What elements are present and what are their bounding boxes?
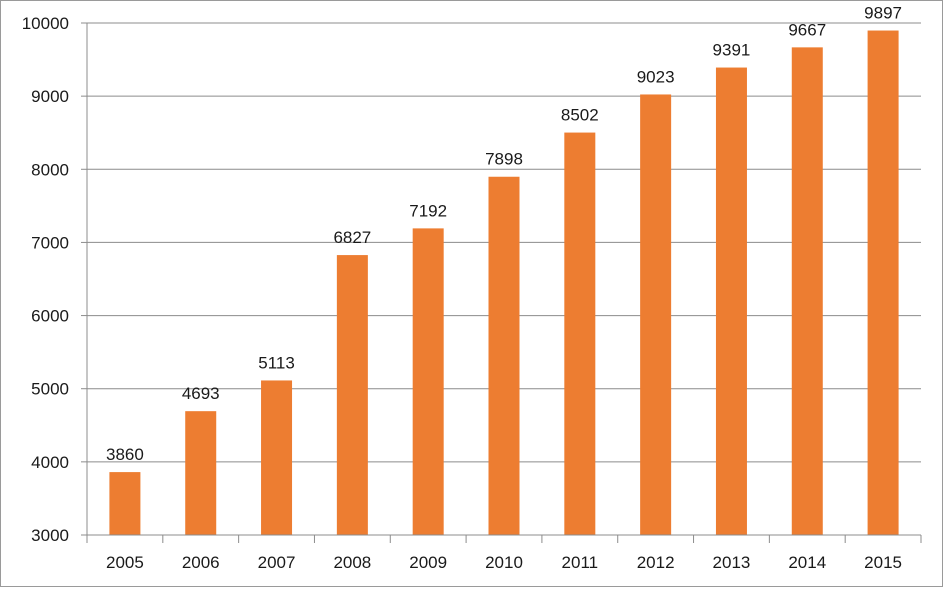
x-tick-label: 2015 xyxy=(864,553,902,572)
x-tick-label: 2013 xyxy=(713,553,751,572)
x-tick-label: 2006 xyxy=(182,553,220,572)
y-axis-ticks: 3000 4000 5000 6000 7000 8000 9000 10000 xyxy=(22,14,69,545)
x-tick-label: 2010 xyxy=(485,553,523,572)
y-tick-label: 7000 xyxy=(31,233,69,252)
x-tick-label: 2007 xyxy=(258,553,296,572)
x-tick-label: 2008 xyxy=(333,553,371,572)
bar xyxy=(261,380,293,535)
bar xyxy=(564,132,596,535)
x-tick-label: 2011 xyxy=(562,553,599,572)
y-tick-label: 9000 xyxy=(31,87,69,106)
x-axis-ticks: 2005 2006 2007 2008 2009 2010 2011 2012 2013 2014… xyxy=(106,553,902,572)
data-label: 7192 xyxy=(409,201,447,220)
y-tick-label: 3000 xyxy=(31,526,69,545)
x-tick-label: 2014 xyxy=(788,553,826,572)
bar xyxy=(336,255,368,536)
y-tick-label: 8000 xyxy=(31,160,69,179)
y-tick-label: 5000 xyxy=(31,380,69,399)
bar xyxy=(640,94,672,535)
x-tick-label: 2012 xyxy=(637,553,675,572)
x-tick-label: 2009 xyxy=(409,553,447,572)
bars xyxy=(109,30,899,536)
data-label: 8502 xyxy=(561,106,599,125)
bar xyxy=(488,176,520,536)
data-label: 9667 xyxy=(788,20,826,39)
x-tick-label: 2005 xyxy=(106,553,144,572)
y-tick-label: 4000 xyxy=(31,453,69,472)
bar xyxy=(185,411,217,535)
data-label: 5113 xyxy=(258,353,295,372)
data-label: 9023 xyxy=(637,67,675,86)
bar xyxy=(867,30,899,535)
bar xyxy=(109,472,141,535)
bar xyxy=(715,67,747,535)
data-label: 9897 xyxy=(864,4,902,23)
data-label: 9391 xyxy=(713,41,751,60)
bar xyxy=(412,228,444,536)
y-tick-label: 6000 xyxy=(31,307,69,326)
data-label: 4693 xyxy=(182,384,220,403)
data-labels: 3860 4693 5113 6827 7192 7898 8502 9023 9391 9667… xyxy=(106,4,902,465)
data-label: 7898 xyxy=(485,150,523,169)
data-label: 3860 xyxy=(106,445,144,464)
data-label: 6827 xyxy=(333,228,371,247)
axes xyxy=(81,22,922,543)
y-tick-label: 10000 xyxy=(22,14,69,33)
bar xyxy=(791,47,823,536)
